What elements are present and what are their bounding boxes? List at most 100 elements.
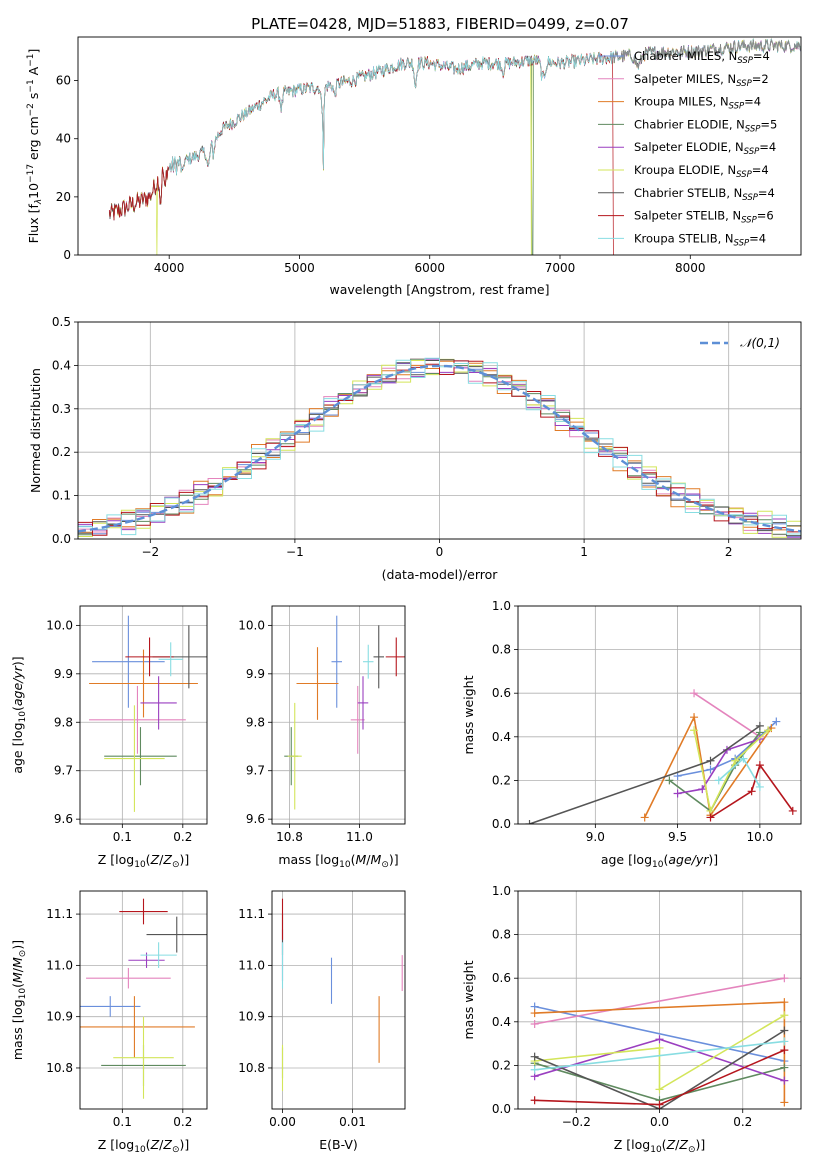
y-tick-label: 10.9 — [46, 1010, 73, 1024]
x-tick-label: 4000 — [154, 261, 185, 275]
axes-frame — [77, 321, 802, 540]
y-axis-label: Normed distribution — [28, 368, 43, 493]
y-axis-label: mass weight — [461, 960, 476, 1039]
weight-marker-kroupa-miles — [530, 1009, 539, 1018]
y-tick-label: 0.5 — [52, 315, 71, 329]
weight-marker-kroupa-elodie — [655, 1043, 664, 1052]
y-tick-label: 0.8 — [492, 643, 511, 657]
weight-marker-kroupa-miles — [780, 1098, 789, 1107]
weight-line-kroupa-elodie — [693, 729, 769, 814]
weight-line-kroupa-stelib — [534, 1040, 785, 1071]
x-tick-label: 0.00 — [269, 1115, 296, 1129]
x-tick-label: 1 — [580, 545, 588, 559]
weight-marker-kroupa-elodie — [655, 1085, 664, 1094]
y-tick-label: 0.6 — [492, 971, 511, 985]
weight-marker-kroupa-elodie — [780, 1011, 789, 1020]
weight-marker-salpeter-elodie — [780, 1076, 789, 1085]
weight-marker-kroupa-elodie — [690, 726, 699, 735]
x-tick-label: 2 — [725, 545, 733, 559]
y-tick-label: 10.0 — [238, 618, 265, 632]
x-tick-label: −0.2 — [562, 1115, 591, 1129]
plot-area — [78, 357, 801, 539]
residuals-panel: −2 −1 0 1 2 0.0 0.1 0.2 0.3 0.4 0.5 (data-model)/er… — [28, 315, 802, 582]
axes-frame — [517, 890, 802, 1110]
plot-area — [80, 898, 207, 1099]
y-tick-label: 9.6 — [54, 812, 73, 826]
axes-frame — [79, 890, 208, 1110]
weight-marker-salpeter-miles — [780, 974, 789, 983]
y-tick-label: 10.0 — [46, 618, 73, 632]
plot-area — [89, 615, 207, 812]
weight-marker-kroupa-elodie — [764, 726, 773, 735]
weight-line-kroupa-miles — [643, 714, 773, 818]
plot-area — [525, 689, 797, 824]
y-tick-label: 1.0 — [492, 884, 511, 898]
x-tick-label: −1 — [286, 545, 304, 559]
weight-marker-kroupa-stelib — [755, 782, 764, 791]
weight-marker-chabrier-miles — [673, 772, 682, 781]
y-tick-label: 0.3 — [52, 402, 71, 416]
y-tick-label: 9.7 — [246, 764, 265, 778]
y-tick-label: 0.2 — [492, 1058, 511, 1072]
weight-marker-chabrier-stelib — [530, 1052, 539, 1061]
y-tick-label: 0.6 — [492, 686, 511, 700]
weight-marker-kroupa-elodie — [731, 756, 740, 765]
x-axis-label: Z [log10(Z/Z⊙)] — [614, 1137, 706, 1155]
axes-frame — [271, 605, 406, 825]
y-tick-label: 0.0 — [492, 817, 511, 831]
y-tick-label: 0 — [63, 248, 71, 262]
spectrum-line-salpeter-stelib — [108, 50, 614, 255]
x-tick-label: 10.0 — [747, 830, 774, 844]
y-tick-label: 11.0 — [238, 958, 265, 972]
plot-area — [530, 974, 789, 1109]
x-tick-label: 9.5 — [668, 830, 687, 844]
age-vs-mass-panel: 10.8 11.0 9.6 9.7 9.8 9.9 10.0 mass [log10(M/M⊙… — [238, 605, 406, 870]
weight-marker-salpeter-miles — [690, 689, 699, 698]
y-tick-label: 0.8 — [492, 928, 511, 942]
weight-marker-chabrier-stelib — [755, 721, 764, 730]
figure-title: PLATE=0428, MJD=51883, FIBERID=0499, z=0… — [251, 15, 629, 33]
weight-marker-chabrier-miles — [706, 765, 715, 774]
weight-marker-salpeter-stelib — [755, 761, 764, 770]
weight-marker-chabrier-stelib — [706, 756, 715, 765]
x-tick-label: 9.0 — [586, 830, 605, 844]
plot-area — [284, 615, 405, 810]
x-tick-label: 0 — [436, 545, 444, 559]
x-tick-label: 0.0 — [650, 1115, 669, 1129]
weight-vs-age-panel: 9.0 9.5 10.0 0.0 0.2 0.4 0.6 0.8 1.0 age [log10(a… — [461, 599, 802, 870]
y-tick-label: 0.2 — [492, 773, 511, 787]
y-tick-label: 0.0 — [52, 532, 71, 546]
x-tick-label: 8000 — [675, 261, 706, 275]
y-axis-label: Flux [fλ10−17 erg cm−2 s−1 A−1] — [26, 49, 44, 244]
legend-label: Kroupa ELODIE, NSSP=4 — [634, 163, 769, 180]
weight-marker-chabrier-miles — [772, 717, 781, 726]
age-vs-metallicity-panel: 0.1 0.2 9.6 9.7 9.8 9.9 10.0 Z [log10(Z/Z⊙)] age… — [10, 605, 208, 870]
x-axis-label: wavelength [Angstrom, rest frame] — [329, 282, 549, 297]
weight-marker-kroupa-stelib — [739, 754, 748, 763]
spectrum-panel: 4000 5000 6000 7000 8000 0 20 40 60 wavelength [A… — [26, 36, 802, 297]
y-tick-label: 1.0 — [492, 599, 511, 613]
weight-marker-salpeter-stelib — [780, 1046, 789, 1055]
y-tick-label: 0.0 — [492, 1102, 511, 1116]
weight-marker-kroupa-miles — [690, 713, 699, 722]
weight-line-chabrier-stelib — [534, 1029, 785, 1109]
legend-label: Chabrier STELIB, NSSP=4 — [634, 186, 775, 203]
plot-area — [108, 37, 801, 255]
axes-frame — [79, 605, 208, 825]
legend-label: Kroupa STELIB, NSSP=4 — [634, 231, 766, 248]
y-tick-label: 9.9 — [246, 667, 265, 681]
y-axis-label: mass [log10(M/M⊙)] — [10, 940, 28, 1060]
weight-marker-salpeter-elodie — [698, 785, 707, 794]
legend-label: Salpeter ELODIE, NSSP=4 — [634, 140, 776, 157]
weight-marker-kroupa-miles — [780, 998, 789, 1007]
weight-marker-salpeter-stelib — [747, 787, 756, 796]
legend-label: 𝒩(0,1) — [740, 336, 780, 350]
weight-marker-kroupa-miles — [640, 813, 649, 822]
x-axis-label: E(B-V) — [319, 1137, 358, 1152]
y-tick-label: 9.7 — [54, 764, 73, 778]
plot-area — [281, 898, 403, 1092]
axes-frame — [77, 36, 802, 256]
x-tick-label: 7000 — [545, 261, 576, 275]
weight-marker-kroupa-stelib — [714, 776, 723, 785]
